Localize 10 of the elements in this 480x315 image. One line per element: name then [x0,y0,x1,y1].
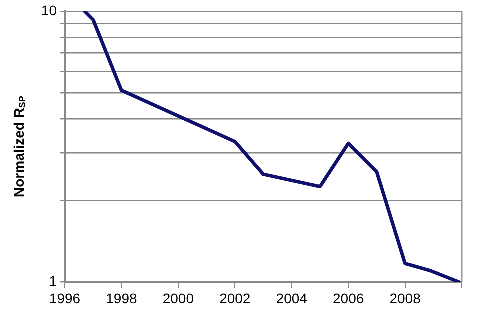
y-tick-label: 1 [49,273,58,290]
y-tick-label: 10 [41,2,58,18]
x-tick-label: 1998 [106,290,138,306]
x-tick-label: 2008 [390,290,422,306]
x-tick-label: 2004 [276,290,308,306]
x-tick-label: 2002 [220,290,251,306]
x-tick-label: 2000 [162,290,194,306]
x-tick-label: 1996 [49,290,81,306]
y-axis-title: Normalized RSP [10,96,28,198]
x-tick-label: 2006 [332,290,364,306]
